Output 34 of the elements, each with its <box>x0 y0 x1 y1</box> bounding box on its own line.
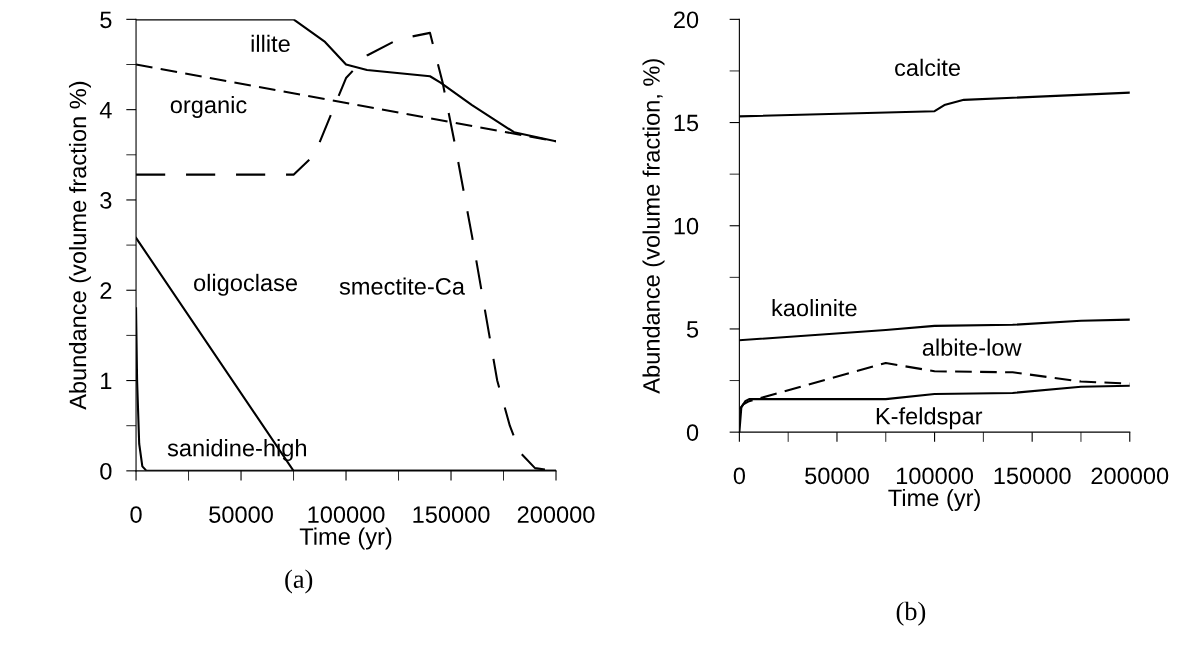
annotation: kaolinite <box>772 299 857 317</box>
x-tick-label: 200000 <box>1091 467 1169 485</box>
x-axis-title: Time (yr) <box>299 527 392 550</box>
annotation: K-feldspar <box>876 407 983 430</box>
x-tick-label: 50000 <box>209 506 273 523</box>
x-tick-label: 200000 <box>517 506 595 523</box>
y-tick-label: 3 <box>100 192 112 209</box>
y-tick-label: 20 <box>674 11 699 29</box>
y-tick-label: 1 <box>101 372 112 390</box>
annotation: albite-low <box>922 338 1022 356</box>
y-tick-label: 2 <box>100 282 112 299</box>
y-axis-title: Abundance (volume fraction %) <box>68 81 91 410</box>
x-tick-label: 50000 <box>805 467 869 485</box>
x-axis-title: Time (yr) <box>888 488 980 511</box>
x-tick-label: 100000 <box>308 506 385 523</box>
y-tick-label: 5 <box>686 321 699 338</box>
x-tick-label: 100000 <box>896 467 974 485</box>
y-tick-label: 15 <box>674 114 699 132</box>
text: (a) <box>285 569 313 594</box>
annotation: smectite-Ca <box>339 277 465 295</box>
y-tick-label: 4 <box>99 101 112 119</box>
annotation: calcite <box>895 58 960 77</box>
y-tick-label: 0 <box>686 424 699 441</box>
annotation: organic <box>170 95 247 118</box>
x-tick-label: 150000 <box>994 467 1071 485</box>
y-axis-title: Abundance (volume fraction, %) <box>642 59 665 394</box>
x-tick-label: 0 <box>130 506 142 523</box>
annotation: oligoclase <box>194 273 297 296</box>
text: (b) <box>896 601 926 626</box>
y-tick-label: 5 <box>100 11 112 29</box>
y-tick-label: 10 <box>674 217 699 235</box>
x-tick-label: 150000 <box>413 506 490 523</box>
x-tick-label: 0 <box>733 467 746 485</box>
annotation: illite <box>251 34 290 53</box>
